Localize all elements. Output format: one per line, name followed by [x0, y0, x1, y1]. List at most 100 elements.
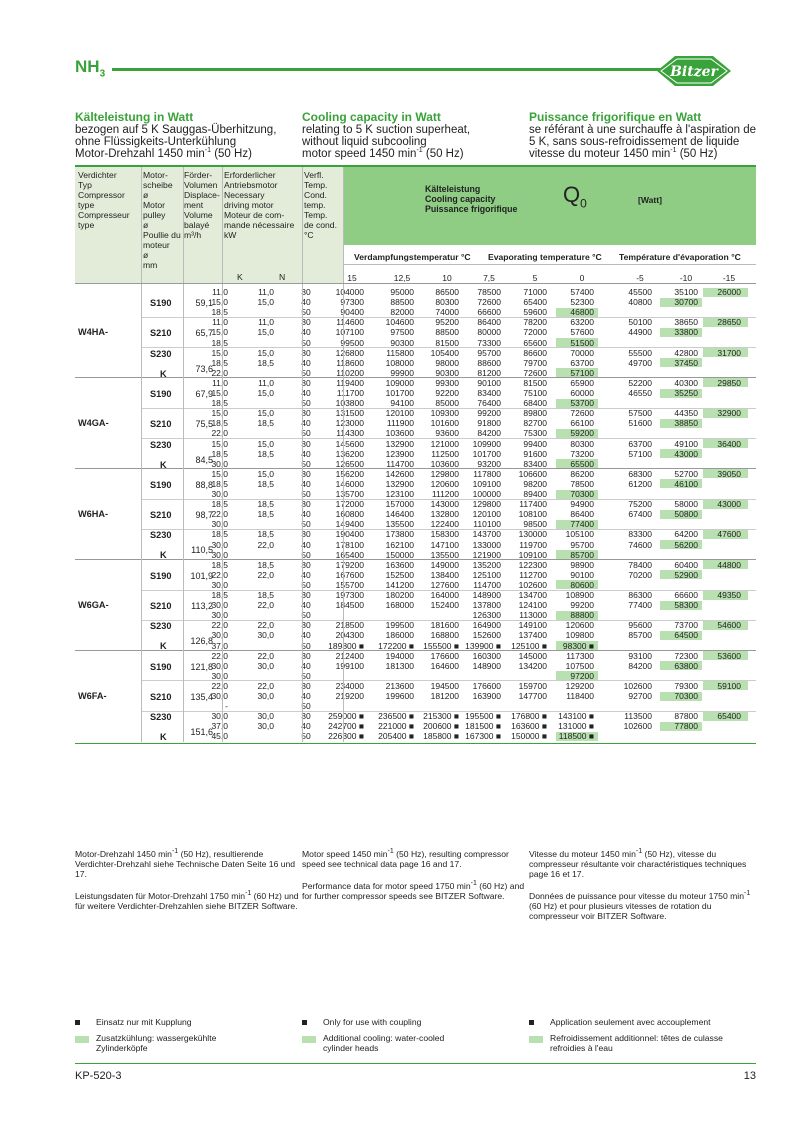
capacity-value: 85000: [435, 398, 459, 409]
capacity-value: 133000: [472, 539, 501, 550]
capacity-value: 213600: [385, 680, 414, 691]
cond-temp: 40: [301, 327, 311, 338]
bitzer-logo: Bitzer: [657, 56, 731, 86]
capacity-value: 67400: [628, 509, 652, 520]
water-cooling-swatch: [529, 1036, 543, 1043]
capacity-value: 86300: [628, 590, 652, 600]
footnote-speed: Vitesse du moteur 1450 min-1 (50 Hz), vi…: [529, 848, 754, 879]
capacity-value: 36400: [717, 438, 741, 449]
capacity-value: 117400: [519, 499, 547, 510]
body-separator: [343, 283, 344, 742]
capacity-value: 105100: [565, 529, 594, 540]
capacity-value: 164600: [430, 660, 459, 671]
cond-temp: 50: [301, 337, 311, 348]
capacity-value: 121000: [430, 438, 459, 449]
capacity-value: 79700: [523, 357, 547, 368]
displacement-value: 101,9: [190, 570, 213, 581]
capacity-value: 236500 ■: [378, 711, 414, 722]
header-compressor-type-line: Typ: [78, 180, 92, 190]
cond-temp: 30: [301, 680, 311, 691]
capacity-value: 84200: [628, 660, 652, 671]
capacity-value: 194500: [430, 680, 459, 691]
model-k-mark: K: [160, 641, 167, 652]
capacity-value: 234000: [335, 680, 364, 691]
capacity-value: 38850: [674, 418, 698, 429]
water-cooled-highlight: [660, 297, 702, 307]
model-name: S210: [150, 328, 172, 339]
water-cooled-highlight: [556, 641, 598, 650]
motor-kw-k: 18,5: [211, 418, 228, 429]
motor-kw-n: 15,0: [257, 468, 274, 479]
footnote-text: Performance data for motor speed 1750 mi…: [302, 881, 471, 891]
capacity-value: 117800: [473, 468, 501, 479]
capacity-value: 70000: [570, 347, 594, 358]
capacity-value: 221000 ■: [378, 721, 414, 732]
motor-kw-k: 11,0: [212, 287, 228, 297]
capacity-value: 186000: [385, 630, 414, 641]
capacity-value: 49700: [628, 357, 652, 368]
capacity-value: 44350: [674, 408, 698, 419]
capacity-value: 98000: [435, 357, 459, 368]
cond-temp: 30: [301, 711, 311, 722]
capacity-value: 57100: [628, 448, 652, 459]
capacity-title-line: Puissance frigorifique: [425, 204, 518, 214]
header-cond-temp-line: Temp.: [304, 210, 328, 220]
cond-temp: 40: [301, 357, 311, 368]
capacity-value: 123000: [335, 418, 364, 429]
capacity-value: 74600: [628, 539, 652, 550]
water-cooled-highlight: [556, 519, 598, 529]
header-driving-motor-line: Erforderlicher: [224, 170, 276, 180]
capacity-value: 46550: [628, 388, 652, 398]
motor-kw-k: -: [225, 701, 228, 712]
group-separator: [75, 649, 756, 651]
cond-temp: 30: [301, 438, 311, 449]
displacement-value: 121,8: [190, 661, 213, 672]
motor-kw-k: 30,0: [211, 489, 228, 499]
motor-kw-k: 30,0: [211, 458, 228, 469]
capacity-value: 135700: [335, 489, 364, 499]
capacity-value: 49100: [674, 438, 698, 449]
capacity-value: 145000: [518, 650, 547, 661]
capacity-value: 57600: [570, 327, 594, 338]
heading-speed-end: (50 Hz): [422, 148, 464, 160]
capacity-value: 129800: [472, 499, 501, 510]
displacement-value: 151,6: [190, 727, 213, 738]
displacement-value: 59,1: [195, 298, 213, 308]
motor-kw-n: 30,0: [257, 711, 274, 722]
capacity-value: 108000: [385, 357, 414, 368]
capacity-value: 65600: [523, 337, 547, 348]
capacity-value: 181500 ■: [465, 721, 501, 732]
capacity-value: 168000: [385, 600, 414, 611]
evap-temp-header: 7,5: [483, 273, 495, 283]
footnote-text: Leistungsdaten für Motor-Drehzahl 1750 m…: [75, 891, 246, 901]
capacity-value: 66600: [477, 307, 501, 318]
capacity-value: 109800: [565, 630, 594, 641]
footnote-sup: -1: [743, 890, 751, 898]
capacity-value: 86400: [570, 509, 594, 520]
capacity-value: 72600: [523, 367, 547, 378]
capacity-value: 176600: [430, 650, 459, 661]
capacity-value: 93600: [435, 428, 459, 439]
header-motor-pulley-line: ø: [143, 250, 149, 260]
heading-speed-text: Motor-Drehzahl 1450 min: [75, 148, 205, 160]
capacity-value: 52700: [674, 468, 698, 479]
capacity-value: 63800: [674, 660, 698, 671]
heading-title: Cooling capacity in Watt: [302, 110, 441, 124]
capacity-value: 148900: [472, 660, 501, 671]
capacity-title-line: Cooling capacity: [425, 194, 496, 204]
capacity-value: 120600: [430, 478, 459, 489]
capacity-value: 112500: [431, 448, 459, 459]
capacity-value: 124100: [518, 600, 547, 611]
header-compressor-type-line: Verdichter: [78, 170, 117, 180]
capacity-value: 160800: [335, 509, 364, 520]
cond-temp: 40: [301, 569, 311, 580]
capacity-value: 195500 ■: [465, 711, 501, 722]
model-k-mark: K: [160, 732, 167, 743]
capacity-value: 61200: [628, 478, 652, 489]
water-cooled-highlight: [556, 398, 598, 408]
cond-temp: 30: [301, 559, 311, 570]
capacity-value: 130000: [518, 529, 547, 540]
capacity-value: 205400 ■: [378, 731, 414, 742]
motor-kw-n: 22,0: [257, 569, 274, 580]
header-displacement-line: ment: [184, 200, 204, 210]
